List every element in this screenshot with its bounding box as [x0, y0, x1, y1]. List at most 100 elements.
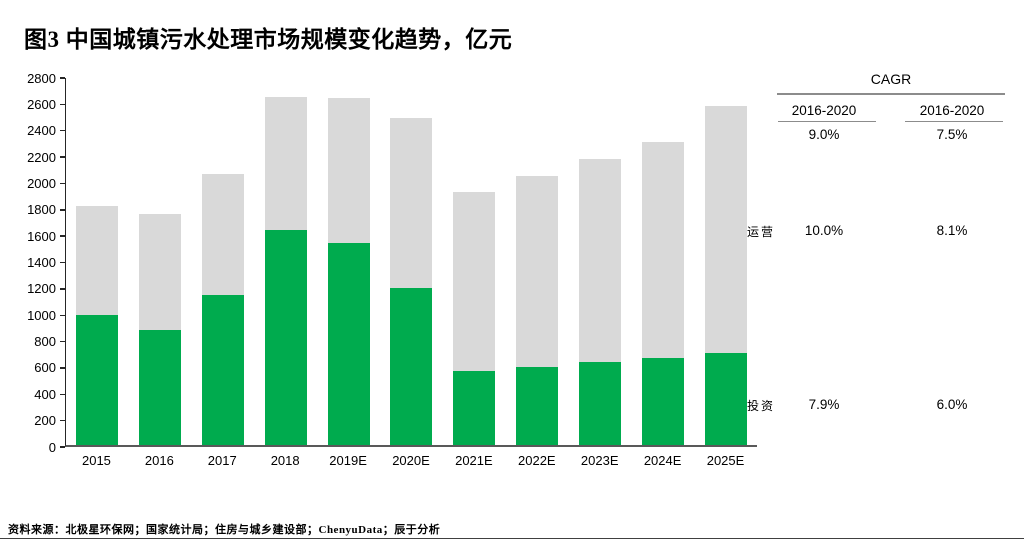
y-axis-label: 2600 — [27, 96, 56, 112]
y-axis-tick — [60, 446, 65, 448]
bars-row — [66, 78, 757, 445]
cagr-header-rule — [777, 93, 1005, 95]
y-axis-label: 1400 — [27, 255, 56, 270]
plot-area — [65, 78, 757, 447]
y-axis-label: 2200 — [27, 149, 56, 165]
x-axis-label: 2024E — [643, 453, 682, 468]
stacked-bar-2020E — [390, 118, 433, 445]
bar-slot — [380, 118, 443, 445]
cagr-table-title: CAGR — [870, 71, 912, 87]
stacked-bar-2022E — [516, 176, 559, 445]
cagr-investment-value-2: 6.0% — [936, 397, 968, 412]
stacked-bar-2025E — [704, 106, 747, 445]
bar-segment-investment — [578, 361, 621, 445]
y-axis-tick — [60, 156, 65, 158]
bar-slot — [443, 191, 506, 445]
cagr-column-header-2: 2016-2020 — [919, 103, 985, 118]
bar-segment-investment — [139, 330, 182, 445]
y-axis-tick — [60, 182, 65, 185]
bar-segment-operation — [516, 176, 559, 368]
bar-segment-operation — [76, 206, 119, 315]
bar-slot — [569, 159, 632, 445]
x-axis-label: 2016 — [144, 453, 174, 468]
series-label-operation: 运营 — [747, 225, 776, 239]
bar-segment-operation — [453, 191, 496, 372]
y-axis-label: 2800 — [27, 70, 56, 86]
y-axis-tick — [60, 235, 65, 237]
bar-slot — [317, 98, 380, 445]
y-axis-label: 200 — [34, 413, 56, 429]
chart-title: 图3 中国城镇污水处理市场规模变化趋势，亿元 — [24, 27, 513, 52]
bar-segment-operation — [704, 106, 747, 353]
y-axis-label: 1800 — [27, 202, 56, 218]
cagr-operation-value-1: 10.0% — [804, 223, 844, 238]
bar-segment-investment — [264, 230, 307, 445]
cagr-overall-value-2: 7.5% — [936, 127, 968, 142]
x-axis-label: 2023E — [580, 453, 619, 468]
bar-segment-operation — [327, 98, 370, 244]
bar-segment-investment — [641, 358, 684, 445]
bar-slot — [66, 206, 129, 445]
bar-segment-investment — [453, 371, 496, 445]
y-axis-tick — [60, 261, 65, 264]
cagr-column-header-1: 2016-2020 — [791, 103, 857, 118]
footer-source: 资料来源：北极星环保网；国家统计局；住房与城乡建设部；ChenyuData；辰于… — [8, 524, 441, 536]
stacked-bar-2023E — [578, 159, 621, 445]
x-axis-label: 2020E — [392, 453, 430, 468]
x-axis-label: 2021E — [455, 453, 493, 468]
y-axis-tick — [60, 103, 65, 106]
stacked-bar-2018 — [264, 97, 307, 445]
bottom-rule — [0, 538, 1024, 540]
y-axis-label: 600 — [34, 360, 56, 376]
x-axis-label: 2015 — [81, 453, 111, 468]
y-axis-label: 2400 — [27, 123, 56, 139]
y-axis-label: 1200 — [27, 281, 56, 297]
bar-segment-operation — [202, 173, 245, 295]
y-axis-tick — [60, 314, 65, 316]
bar-segment-operation — [641, 141, 684, 359]
y-axis-label: 1000 — [27, 307, 56, 323]
stacked-bar-2017 — [202, 173, 245, 445]
cagr-operation-value-2: 8.1% — [936, 223, 968, 238]
y-axis-label: 1600 — [27, 228, 56, 244]
y-axis-tick — [60, 288, 65, 290]
y-axis-tick — [60, 367, 65, 369]
y-axis-label: 2000 — [27, 175, 56, 191]
bar-segment-operation — [139, 214, 182, 331]
y-axis-tick — [60, 419, 65, 422]
x-axis-label: 2018 — [270, 453, 300, 468]
y-axis-label: 0 — [48, 439, 56, 455]
bar-slot — [631, 141, 694, 445]
stacked-bar-2015 — [76, 206, 119, 445]
bar-segment-operation — [390, 118, 433, 289]
y-axis: 0 200 400 600 800 1000 1200 1400 1600 1800 2000 220… — [0, 71, 65, 455]
bar-slot — [254, 97, 317, 445]
x-axis-label: 2017 — [207, 453, 237, 468]
x-axis-label: 2022E — [518, 453, 556, 468]
cagr-overall-value-1: 9.0% — [808, 127, 840, 142]
stacked-bar-2024E — [641, 141, 684, 445]
bar-segment-investment — [76, 314, 119, 445]
x-axis-label: 2025E — [706, 453, 745, 468]
bar-segment-investment — [704, 352, 747, 445]
bar-segment-investment — [327, 243, 370, 445]
bar-slot — [694, 106, 757, 445]
cagr-column-rule-1 — [778, 121, 876, 123]
stacked-bar-2016 — [139, 214, 182, 445]
y-axis-tick — [60, 209, 65, 211]
bar-segment-operation — [578, 159, 621, 362]
bar-segment-operation — [264, 97, 307, 231]
bar-slot — [129, 214, 192, 445]
cagr-investment-value-1: 7.9% — [808, 397, 840, 412]
y-axis-tick — [60, 130, 65, 132]
y-axis-tick — [60, 393, 65, 395]
cagr-column-rule-2 — [905, 121, 1003, 123]
y-axis-tick — [60, 77, 65, 79]
bar-segment-investment — [202, 294, 245, 445]
bar-segment-investment — [390, 288, 433, 445]
y-axis-tick — [60, 340, 65, 343]
bar-slot — [506, 176, 569, 445]
bar-segment-investment — [516, 367, 559, 445]
stacked-bar-2019E — [327, 98, 370, 445]
